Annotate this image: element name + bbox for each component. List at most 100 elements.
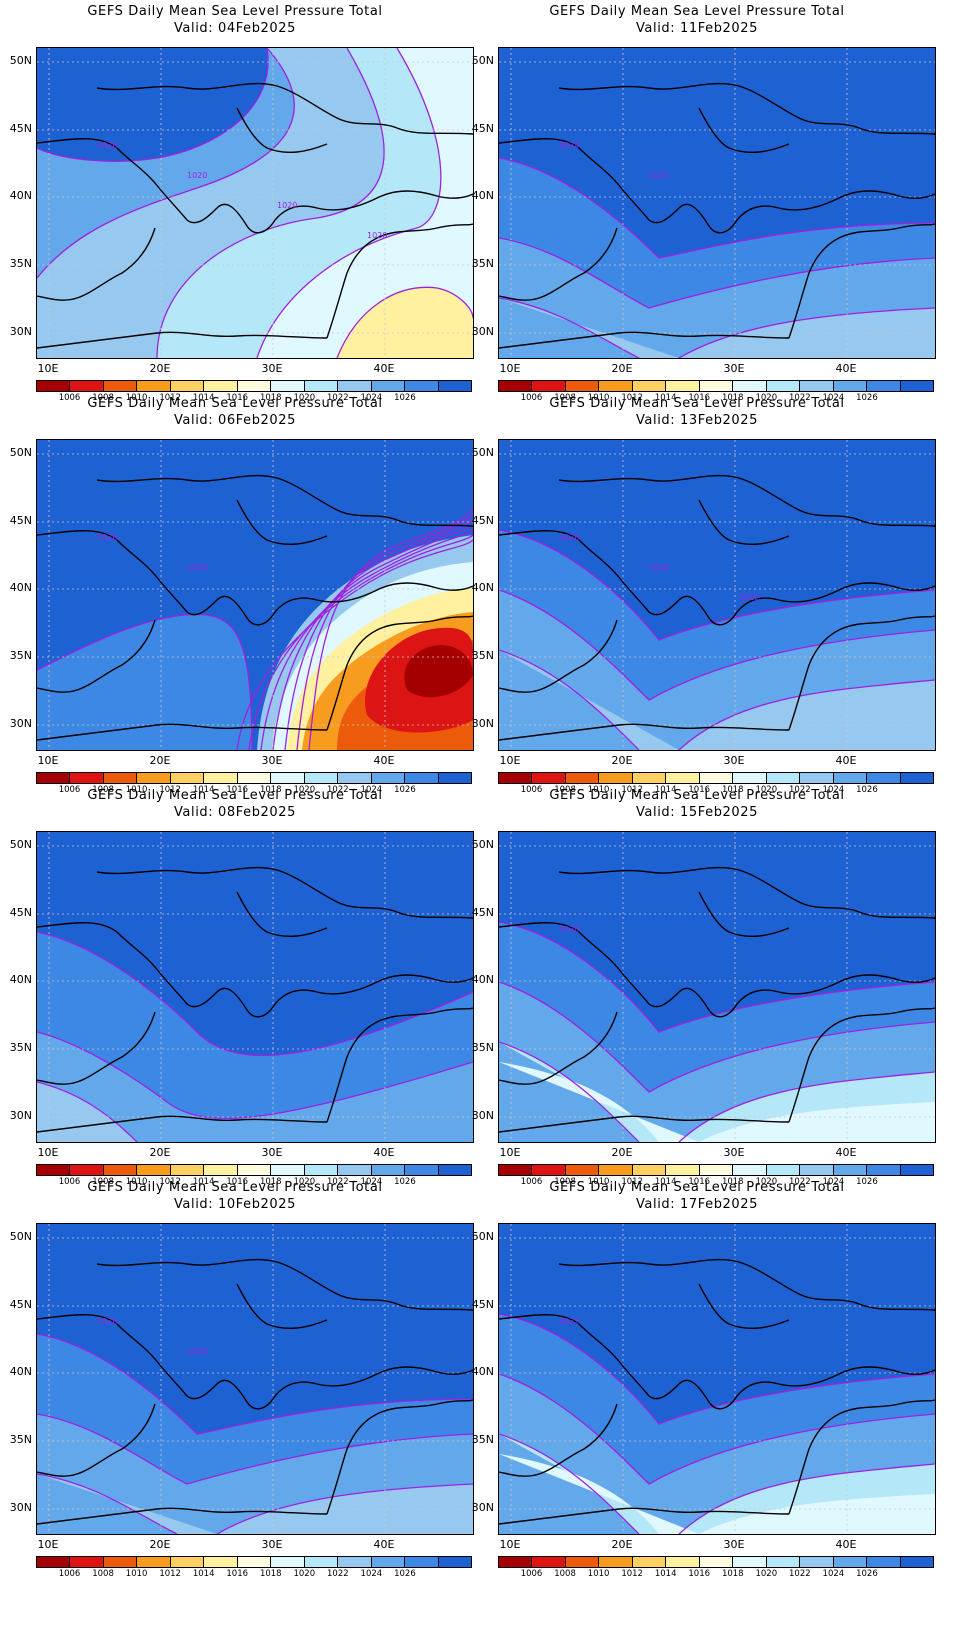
colorbar-label: 1022	[327, 1569, 349, 1579]
longitude-tick-label: 20E	[149, 754, 171, 767]
colorbar-swatch	[499, 773, 533, 783]
colorbar-swatch	[867, 773, 901, 783]
colorbar-swatch	[37, 1165, 71, 1175]
colorbar-label: 1008	[92, 1177, 114, 1187]
colorbar-label: 1018	[721, 785, 744, 795]
colorbar-swatch	[766, 1165, 801, 1175]
colorbar-label: 1016	[226, 1569, 249, 1579]
latitude-tick-label: 45N	[471, 1298, 494, 1311]
colorbar-swatch	[438, 773, 472, 783]
pressure-map: 1026 1020 1020 1020	[36, 47, 474, 359]
colorbar-swatch	[666, 1165, 700, 1175]
longitude-tick-label: 20E	[611, 1146, 633, 1159]
colorbar-label: 1010	[125, 1177, 148, 1187]
latitude-tick-label: 45N	[471, 514, 494, 527]
colorbar-label: 1016	[226, 785, 249, 795]
longitude-tick-label: 10E	[37, 1538, 59, 1551]
colorbar-swatch	[867, 1557, 901, 1567]
forecast-panel: GEFS Daily Mean Sea Level Pressure Total…	[0, 392, 474, 795]
colorbar-swatch	[699, 381, 734, 391]
colorbar-label: 1006	[520, 1177, 543, 1187]
forecast-panel: GEFS Daily Mean Sea Level Pressure Total…	[462, 1176, 936, 1579]
colorbar-swatch	[371, 1165, 406, 1175]
colorbar-label: 1008	[554, 1569, 576, 1579]
colorbar-label: 1020	[755, 785, 778, 795]
colorbar-label: 1020	[755, 1177, 778, 1187]
pressure-map-svg: 1024 1022	[499, 48, 935, 358]
panel-title: GEFS Daily Mean Sea Level Pressure Total	[87, 4, 383, 19]
colorbar-swatch	[599, 1165, 633, 1175]
latitude-tick-label: 35N	[471, 1433, 494, 1446]
colorbar-label: 1022	[327, 1177, 349, 1187]
colorbar-swatch	[632, 1557, 667, 1567]
colorbar-label: 1020	[755, 393, 778, 403]
panel-title: GEFS Daily Mean Sea Level Pressure Total	[549, 396, 845, 411]
colorbar-swatch	[800, 1557, 834, 1567]
colorbar-label: 1006	[520, 785, 543, 795]
colorbar-label: 1020	[755, 1569, 778, 1579]
latitude-tick-label: 35N	[9, 1041, 32, 1054]
colorbar-label: 1022	[789, 1177, 811, 1187]
colorbar-label: 1012	[159, 1177, 181, 1187]
longitude-tick-label: 10E	[499, 362, 521, 375]
colorbar-swatch	[271, 1165, 305, 1175]
colorbar-label: 1016	[226, 393, 249, 403]
colorbar-swatch	[204, 381, 238, 391]
latitude-tick-label: 50N	[471, 838, 494, 851]
pressure-map-svg	[37, 832, 473, 1142]
longitude-tick-label: 40E	[835, 1146, 857, 1159]
colorbar-swatch	[900, 773, 934, 783]
pressure-colorbar	[36, 772, 472, 784]
colorbar-swatch	[103, 1165, 138, 1175]
colorbar-swatch	[103, 773, 138, 783]
latitude-tick-label: 30N	[471, 1501, 494, 1514]
colorbar-swatch	[371, 1557, 406, 1567]
pressure-map	[36, 831, 474, 1143]
colorbar-label: 1010	[587, 1177, 610, 1187]
colorbar-swatch	[666, 381, 700, 391]
colorbar-swatch	[632, 773, 667, 783]
longitude-tick-label: 10E	[499, 754, 521, 767]
panel-valid-date: Valid: 04Feb2025	[173, 21, 297, 36]
colorbar-label: 1010	[125, 1569, 148, 1579]
colorbar-swatch	[699, 1557, 734, 1567]
colorbar-swatch	[766, 381, 801, 391]
colorbar-swatch	[70, 1165, 104, 1175]
panel-valid-date: Valid: 13Feb2025	[635, 413, 759, 428]
colorbar-swatch	[137, 1165, 171, 1175]
colorbar-label: 1024	[360, 1569, 383, 1579]
panel-valid-date: Valid: 10Feb2025	[173, 1197, 297, 1212]
colorbar-label: 1018	[259, 1177, 282, 1187]
contour-label: 1024	[187, 1347, 207, 1356]
longitude-tick-label: 30E	[261, 754, 283, 767]
latitude-tick-label: 45N	[9, 122, 32, 135]
forecast-panel: GEFS Daily Mean Sea Level Pressure Total…	[462, 392, 936, 795]
forecast-panel: GEFS Daily Mean Sea Level Pressure Total…	[0, 784, 474, 1187]
colorbar-swatch	[565, 1165, 600, 1175]
colorbar-label: 1018	[259, 393, 282, 403]
colorbar-label: 1026	[856, 1177, 878, 1187]
pressure-map: 1026 1024	[36, 439, 474, 751]
contour-label: 1024	[559, 141, 579, 150]
colorbar-swatch	[271, 381, 305, 391]
colorbar-swatch	[237, 1557, 272, 1567]
colorbar-swatch	[438, 1557, 472, 1567]
panel-valid-date: Valid: 11Feb2025	[635, 21, 759, 36]
longitude-tick-label: 10E	[499, 1146, 521, 1159]
contour-label: 1022	[559, 1317, 579, 1326]
colorbar-label: 1024	[822, 393, 845, 403]
colorbar-swatch	[338, 1165, 372, 1175]
contour-label: 1020	[559, 925, 579, 934]
contour-label: 1020	[187, 171, 207, 180]
colorbar-swatch	[900, 1557, 934, 1567]
colorbar-swatch	[833, 381, 868, 391]
pressure-map-svg: 1022	[499, 1224, 935, 1534]
pressure-map-svg: 1020	[499, 832, 935, 1142]
colorbar-label: 1014	[192, 1177, 215, 1187]
longitude-tick-label: 10E	[499, 1538, 521, 1551]
contour-label: 1022	[649, 171, 669, 180]
latitude-tick-label: 50N	[9, 54, 32, 67]
colorbar-swatch	[733, 1165, 767, 1175]
pressure-colorbar	[36, 1556, 472, 1568]
colorbar-label: 1008	[554, 393, 576, 403]
